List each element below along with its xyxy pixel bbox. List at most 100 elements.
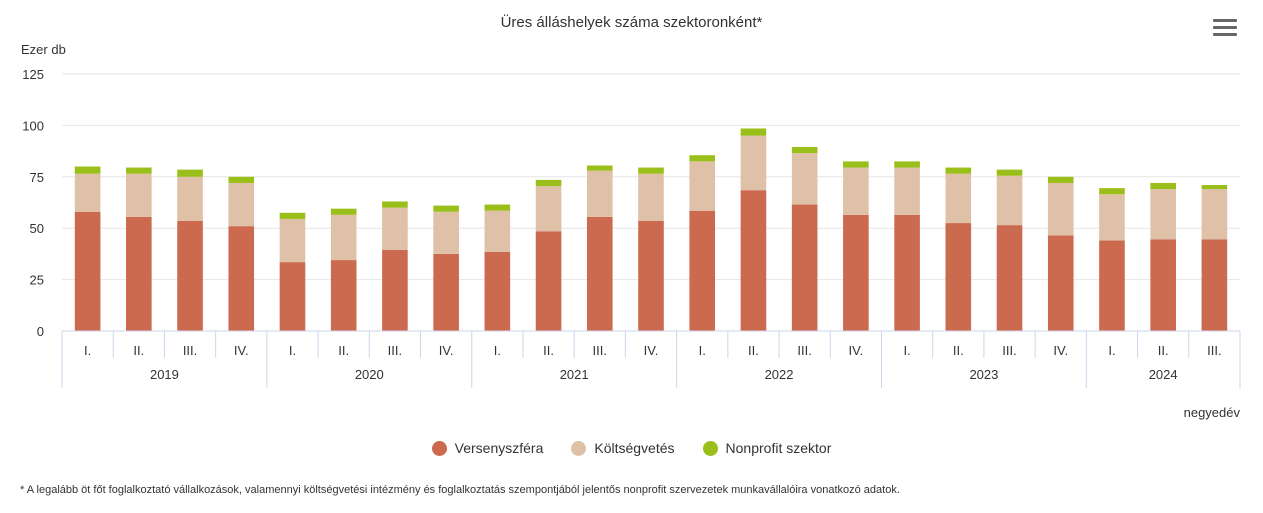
- y-tick-label: 100: [22, 118, 44, 133]
- bar-segment-1: [74, 173, 101, 212]
- bar-segment-1: [945, 173, 972, 224]
- x-tick-label: III.: [593, 343, 607, 358]
- bar-segment-1: [433, 211, 459, 254]
- x-tick-label: I.: [699, 343, 706, 358]
- x-group-label: 2021: [560, 367, 589, 382]
- bar-segment-0: [740, 190, 767, 331]
- bar-segment-0: [689, 210, 716, 331]
- bar-segment-0: [894, 214, 920, 331]
- x-tick-label: IV.: [1053, 343, 1068, 358]
- bar-segment-2: [433, 205, 459, 212]
- bar-segment-2: [535, 179, 562, 187]
- y-tick-label: 0: [37, 324, 44, 339]
- bar-segment-0: [330, 260, 357, 331]
- bar-segment-2: [1201, 185, 1228, 190]
- legend-label: Költségvetés: [594, 440, 675, 456]
- bar-segment-0: [1047, 235, 1074, 331]
- bar-segment-1: [1099, 194, 1125, 241]
- bar-segment-2: [1099, 188, 1125, 195]
- bar-segment-2: [330, 208, 357, 215]
- x-tick-label: I.: [1108, 343, 1115, 358]
- bar-segment-1: [1150, 189, 1176, 240]
- bar-segment-1: [894, 167, 920, 215]
- bar-segment-1: [228, 182, 255, 227]
- bar-segment-0: [535, 231, 562, 331]
- bar-segment-2: [74, 166, 101, 174]
- bar-segment-2: [1150, 182, 1176, 190]
- bar-segment-0: [382, 249, 408, 331]
- bar-segment-0: [1201, 239, 1228, 331]
- bar-segment-0: [1150, 239, 1176, 331]
- x-tick-label: IV.: [234, 343, 249, 358]
- x-tick-label: III.: [1002, 343, 1016, 358]
- hamburger-menu-icon[interactable]: [1213, 19, 1237, 39]
- bar-segment-1: [740, 135, 767, 191]
- bar-segment-0: [945, 223, 972, 331]
- bar-segment-1: [279, 218, 306, 263]
- x-group-label: 2023: [969, 367, 998, 382]
- x-tick-label: I.: [289, 343, 296, 358]
- bar-segment-1: [382, 207, 408, 250]
- bar-segment-2: [689, 155, 716, 162]
- bar-segment-2: [740, 128, 767, 136]
- bar-segment-0: [126, 216, 152, 331]
- bar-segment-2: [228, 176, 255, 183]
- legend-swatch: [571, 440, 587, 456]
- bar-segment-2: [945, 167, 972, 174]
- x-tick-label: II.: [338, 343, 349, 358]
- bar-segment-2: [638, 167, 664, 174]
- bar-segment-1: [126, 173, 152, 217]
- bar-segment-0: [791, 204, 818, 331]
- bar-segment-2: [996, 169, 1023, 176]
- y-tick-label: 25: [30, 273, 44, 288]
- bar-segment-2: [791, 146, 818, 154]
- bar-segment-1: [586, 170, 613, 217]
- bar-segment-1: [843, 167, 869, 215]
- bar-segment-1: [535, 186, 562, 232]
- legend-label: Versenyszféra: [454, 440, 544, 456]
- y-axis-label: Ezer db: [21, 42, 66, 57]
- chart-plot: 0 25 50 75 100 125 I. II. III. IV. I. II. III. IV. I. I…: [22, 67, 1241, 388]
- x-tick-label: IV.: [849, 343, 864, 358]
- legend-item-nonprofit[interactable]: Nonprofit szektor: [702, 440, 832, 456]
- bar-segment-2: [843, 161, 869, 168]
- bar-segment-1: [689, 161, 716, 211]
- x-group-label: 2024: [1149, 367, 1178, 382]
- bar-segment-0: [1099, 240, 1125, 331]
- x-tick-label: III.: [797, 343, 811, 358]
- bar-segment-2: [1047, 176, 1074, 183]
- bar-segment-0: [638, 221, 664, 331]
- bar-segment-2: [279, 212, 306, 219]
- bar-segment-1: [177, 176, 203, 222]
- y-tick-label: 125: [22, 67, 44, 82]
- bar-segment-2: [484, 204, 511, 211]
- bar-segment-0: [228, 226, 255, 331]
- bar-segment-1: [1047, 182, 1074, 236]
- footnote: * A legalább öt főt foglalkoztató vállal…: [20, 484, 900, 496]
- x-tick-label: IV.: [439, 343, 454, 358]
- x-tick-label: II.: [748, 343, 759, 358]
- legend-swatch: [702, 440, 718, 456]
- y-tick-label: 50: [30, 221, 44, 236]
- legend-swatch: [431, 440, 447, 456]
- x-tick-label: II.: [543, 343, 554, 358]
- bar-segment-2: [126, 167, 152, 174]
- legend-item-koltsegvetes[interactable]: Költségvetés: [571, 440, 675, 456]
- bar-segment-2: [382, 201, 408, 208]
- x-tick-label: I.: [84, 343, 91, 358]
- bar-segment-0: [484, 251, 511, 331]
- bar-segment-0: [177, 221, 203, 331]
- bar-segment-2: [894, 161, 920, 168]
- legend-item-versenyszfera[interactable]: Versenyszféra: [431, 440, 544, 456]
- bar-segment-1: [996, 175, 1023, 226]
- x-tick-label: III.: [183, 343, 197, 358]
- bar-segment-1: [791, 153, 818, 205]
- bar-segment-2: [177, 169, 203, 177]
- x-tick-label: I.: [903, 343, 910, 358]
- x-group-label: 2020: [355, 367, 384, 382]
- bar-segment-2: [586, 165, 613, 171]
- x-axis-label: negyedév: [1183, 405, 1240, 420]
- legend-label: Nonprofit szektor: [725, 440, 832, 456]
- bar-segment-0: [843, 214, 869, 331]
- bar-segment-0: [279, 262, 306, 331]
